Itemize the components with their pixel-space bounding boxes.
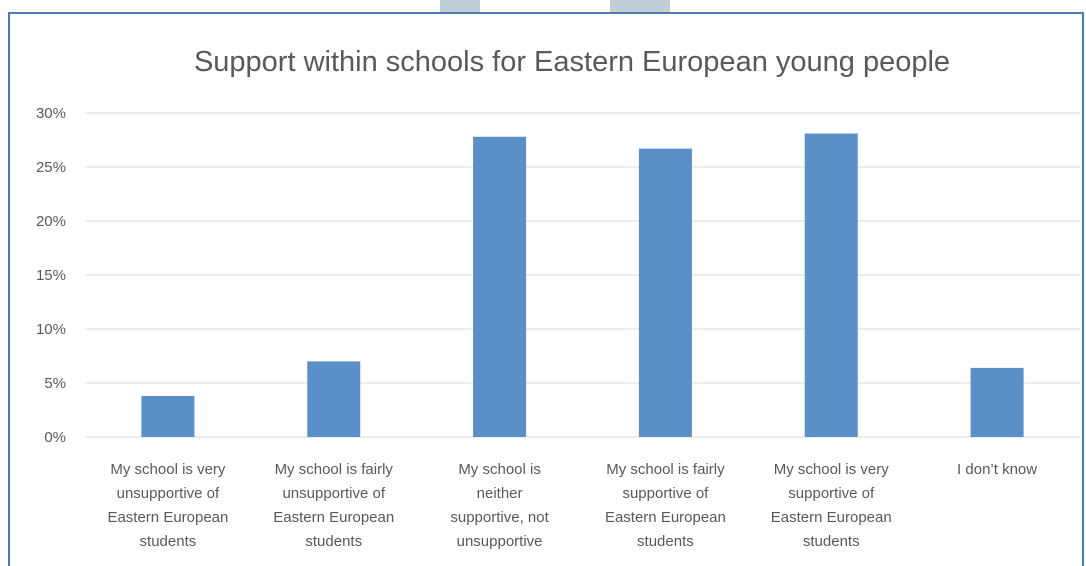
bar (307, 361, 361, 437)
y-tick-label: 10% (36, 321, 66, 338)
chart-title: Support within schools for Eastern Europ… (194, 46, 950, 78)
y-tick-label: 0% (44, 429, 66, 446)
decorative-top-shape-left (440, 0, 480, 14)
frame-border-top (8, 12, 1084, 14)
x-category-label: My school is very supportive of Eastern Eu… (771, 461, 892, 550)
x-category-label: My school is fairly supportive of Eastern … (605, 461, 726, 550)
frame-border-left (8, 12, 10, 566)
bar (141, 395, 195, 437)
gridlines (85, 112, 1080, 438)
y-axis-ticks: 0% 5% 10% 15% 20% 25% 30% (36, 105, 66, 446)
y-tick-label: 15% (36, 267, 66, 284)
y-tick-label: 30% (36, 105, 66, 122)
bars (141, 133, 1024, 437)
x-category-label: My school is fairly unsupportive of Easter… (273, 461, 394, 550)
x-category-label: I don’t know (957, 461, 1037, 478)
x-category-label: My school is neither supportive, not unsupp… (450, 461, 549, 550)
y-tick-label: 25% (36, 159, 66, 176)
bar (638, 148, 692, 437)
frame-border-right (1082, 12, 1084, 566)
x-category-label: My school is very unsupportive of Eastern … (107, 461, 228, 550)
y-tick-label: 5% (44, 375, 66, 392)
x-axis-labels: My school is very unsupportive of Eastern … (107, 461, 1037, 550)
decorative-top-shape-right (610, 0, 670, 14)
bar (473, 136, 527, 437)
y-tick-label: 20% (36, 213, 66, 230)
bar (970, 367, 1024, 437)
bar (804, 133, 858, 437)
